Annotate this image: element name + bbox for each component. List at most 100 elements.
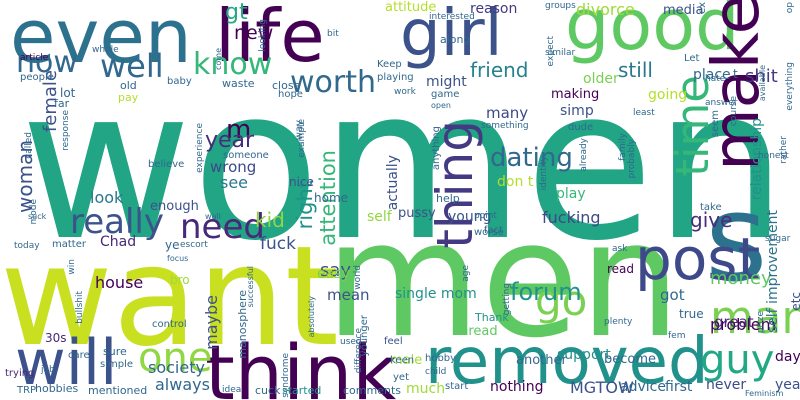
- cloud-word: win: [67, 259, 77, 275]
- cloud-word: place: [693, 67, 731, 83]
- cloud-word: start: [445, 381, 469, 392]
- cloud-word: cuck: [255, 384, 281, 397]
- cloud-word: even: [10, 0, 192, 80]
- cloud-word: keen: [390, 355, 415, 366]
- cloud-word: become: [604, 352, 657, 367]
- cloud-word: identity: [539, 156, 549, 191]
- cloud-word: seem: [710, 110, 721, 138]
- cloud-word: always: [155, 375, 210, 394]
- cloud-word: know: [193, 47, 273, 82]
- cloud-word: m: [226, 115, 252, 145]
- cloud-word: day: [775, 349, 800, 365]
- cloud-word: thread: [455, 324, 498, 339]
- cloud-word: young: [448, 209, 492, 225]
- cloud-word: Thank: [475, 311, 509, 324]
- cloud-word: t: [733, 67, 738, 81]
- cloud-word: help: [436, 192, 460, 205]
- cloud-word: escort: [180, 240, 208, 250]
- cloud-word: still: [618, 58, 653, 82]
- cloud-word: plenty: [604, 317, 633, 327]
- cloud-word: first: [665, 379, 693, 395]
- cloud-word: well: [100, 47, 164, 85]
- cloud-word: friend: [470, 58, 529, 82]
- cloud-word: take: [700, 202, 722, 213]
- cloud-word: point: [474, 211, 497, 221]
- cloud-word: advice: [620, 379, 666, 395]
- cloud-word: easy: [317, 266, 350, 282]
- cloud-word: need: [180, 207, 265, 247]
- cloud-word: already: [579, 138, 589, 172]
- cloud-word: world: [353, 265, 363, 290]
- cloud-word: dating: [490, 143, 573, 173]
- cloud-word: open: [431, 101, 451, 110]
- cloud-word: never: [706, 377, 747, 393]
- cloud-word: TRP: [17, 385, 37, 396]
- cloud-word: article: [20, 53, 49, 63]
- cloud-word: wrong: [210, 158, 257, 176]
- cloud-word: nice: [289, 175, 314, 189]
- cloud-word: male: [390, 353, 423, 368]
- cloud-word: care: [68, 350, 90, 361]
- cloud-word: job: [41, 365, 55, 375]
- cloud-word: guy: [700, 337, 775, 383]
- cloud-word: along: [440, 33, 471, 46]
- cloud-word: response: [61, 110, 71, 151]
- cloud-word: wall: [205, 212, 221, 221]
- cloud-word: play: [556, 186, 586, 202]
- cloud-word: now: [16, 45, 78, 80]
- cloud-word: syndrome: [281, 353, 291, 398]
- cloud-word: age: [461, 265, 471, 282]
- cloud-word: old: [120, 79, 137, 92]
- cloud-word: focus: [167, 254, 189, 263]
- cloud-word: someone: [223, 150, 269, 161]
- cloud-word: really: [70, 202, 164, 242]
- cloud-word: going: [648, 87, 688, 103]
- cloud-word: work: [394, 87, 416, 97]
- cloud-word: maybe: [202, 295, 221, 350]
- cloud-word: mentioned: [88, 384, 148, 397]
- cloud-word: called: [24, 132, 34, 159]
- cloud-word: lot: [60, 86, 76, 100]
- cloud-word: forum: [510, 278, 582, 306]
- cloud-word: hobbies: [35, 382, 79, 395]
- cloud-word: removed: [425, 325, 709, 399]
- cloud-word: everything: [785, 62, 795, 111]
- cloud-word: good: [565, 0, 740, 66]
- cloud-word: ye: [165, 238, 180, 252]
- cloud-word: bullshit: [75, 291, 85, 324]
- cloud-word: fem: [668, 331, 686, 341]
- cloud-word: believe: [148, 159, 185, 170]
- cloud-word: people: [20, 72, 54, 83]
- cloud-word: kid: [255, 208, 285, 232]
- cloud-word: women: [20, 42, 788, 287]
- cloud-word: men: [325, 186, 681, 373]
- cloud-word: media: [663, 3, 704, 18]
- cloud-word: home: [314, 191, 349, 205]
- cloud-word: ask: [612, 244, 628, 254]
- cloud-word: sugar: [765, 234, 791, 244]
- cloud-word: expect: [546, 36, 556, 67]
- cloud-word: mean: [327, 286, 370, 304]
- cloud-word: shit: [745, 66, 778, 87]
- cloud-word: bro: [170, 273, 190, 287]
- cloud-word: younger: [359, 315, 370, 357]
- cloud-word: example: [297, 119, 307, 158]
- cloud-word: MGTOW: [570, 378, 634, 397]
- cloud-word: true: [679, 307, 704, 321]
- cloud-word: similar: [545, 48, 576, 58]
- cloud-word: house: [95, 273, 144, 292]
- cloud-word: nothing: [490, 379, 544, 395]
- cloud-word: whole: [92, 45, 119, 55]
- cloud-word: sure: [103, 345, 127, 358]
- cloud-word: honest: [758, 151, 789, 161]
- cloud-word: want: [0, 216, 340, 377]
- cloud-word: fuck: [260, 234, 296, 254]
- cloud-word: older: [583, 71, 619, 87]
- cloud-word: fucking: [542, 208, 601, 227]
- cloud-word: read: [607, 262, 635, 276]
- cloud-word: one: [138, 335, 213, 381]
- cloud-word: s: [705, 170, 768, 309]
- cloud-word: op: [785, 2, 795, 14]
- cloud-word: course: [729, 96, 739, 127]
- cloud-word: used: [340, 337, 362, 347]
